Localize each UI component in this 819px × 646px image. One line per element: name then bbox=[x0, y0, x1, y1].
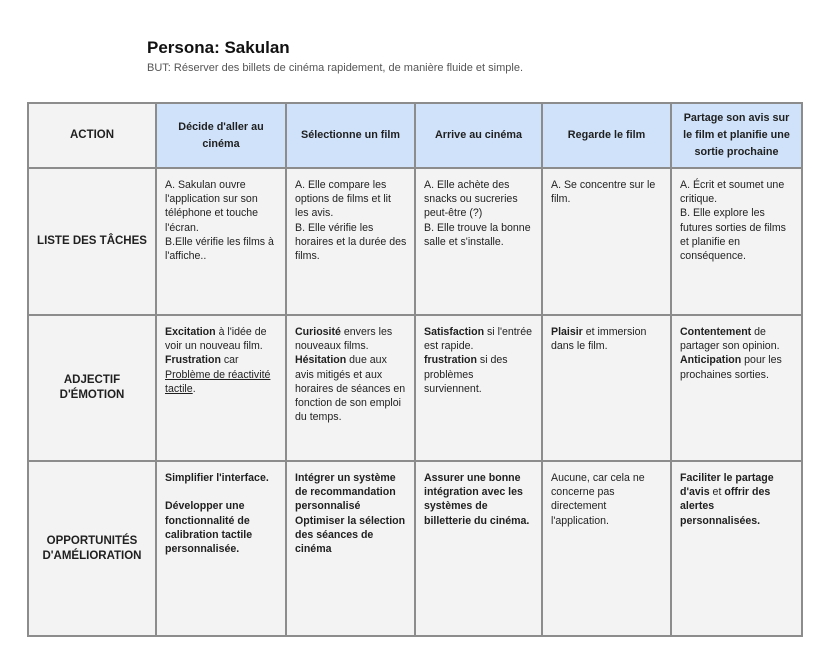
cell-paragraph: Faciliter le partage d'avis et offrir de… bbox=[680, 471, 794, 528]
bold-text: frustration bbox=[424, 354, 477, 367]
bold-text: Curiosité bbox=[295, 326, 341, 338]
column-header: Partage son avis sur le film et planifie… bbox=[670, 102, 803, 169]
cell-text: et bbox=[709, 486, 725, 499]
cell-paragraph: A. Elle compare les options de films et … bbox=[295, 178, 407, 221]
table-row-tasks: LISTE DES TÂCHES A. Sakulan ouvre l'appl… bbox=[27, 167, 803, 316]
table-cell: Excitation à l'idée de voir un nouveau f… bbox=[155, 314, 287, 462]
cell-paragraph: A. Écrit et soumet une critique. bbox=[680, 178, 794, 206]
bold-text: offrir des alertes personnalisées. bbox=[680, 486, 771, 527]
cell-paragraph: B. Elle trouve la bonne salle et s'insta… bbox=[424, 221, 534, 249]
row-header: OPPORTUNITÉS D'AMÉLIORATION bbox=[27, 460, 157, 637]
row-header: LISTE DES TÂCHES bbox=[27, 167, 157, 316]
table-row-emotions: ADJECTIF D'ÉMOTION Excitation à l'idée d… bbox=[27, 314, 803, 462]
cell-text: envers les nouveaux films. bbox=[295, 326, 393, 353]
cell-paragraph: Excitation à l'idée de voir un nouveau f… bbox=[165, 325, 278, 353]
column-header: Décide d'aller au cinéma bbox=[155, 102, 287, 169]
cell-text: A. Elle achète des snacks ou sucreries p… bbox=[424, 179, 518, 220]
cell-paragraph: Développer une fonctionnalité de calibra… bbox=[165, 499, 278, 556]
cell-paragraph: B. Elle vérifie les horaires et la durée… bbox=[295, 221, 407, 264]
cell-text: due aux avis mitigés et aux horaires de … bbox=[295, 354, 406, 424]
bold-text: Excitation bbox=[165, 326, 216, 338]
header-row: ACTION Décide d'aller au cinéma Sélectio… bbox=[27, 102, 803, 169]
bold-text: Plaisir bbox=[551, 326, 583, 338]
bold-text: Intégrer un système de recommandation pe… bbox=[295, 472, 396, 513]
cell-text bbox=[165, 486, 168, 498]
row-header: ADJECTIF D'ÉMOTION bbox=[27, 314, 157, 462]
cell-paragraph: Optimiser la sélection des séances de ci… bbox=[295, 514, 407, 557]
table-cell: A. Se concentre sur le film. bbox=[541, 167, 672, 316]
cell-paragraph: Frustration car Problème de réactivité t… bbox=[165, 353, 278, 396]
bold-text: Hésitation bbox=[295, 354, 347, 367]
corner-header: ACTION bbox=[27, 102, 157, 169]
bold-text: Faciliter le partage d'avis bbox=[680, 472, 774, 499]
bold-text: Développer une fonctionnalité de calibra… bbox=[165, 500, 253, 556]
page-title: Persona: Sakulan bbox=[147, 38, 290, 57]
cell-text: si des problèmes surviennent. bbox=[424, 354, 508, 395]
cell-paragraph: Aucune, car cela ne concerne pas directe… bbox=[551, 471, 663, 528]
column-header: Sélectionne un film bbox=[285, 102, 416, 169]
table-cell: Aucune, car cela ne concerne pas directe… bbox=[541, 460, 672, 637]
table-cell: A. Écrit et soumet une critique. B. Elle … bbox=[670, 167, 803, 316]
cell-text: B. Elle trouve la bonne salle et s'insta… bbox=[424, 221, 531, 248]
cell-text: A. Écrit et soumet une critique. bbox=[680, 179, 785, 206]
cell-paragraph: Satisfaction si l'entrée est rapide. bbox=[424, 325, 534, 353]
cell-text: B. Elle vérifie les horaires et la durée… bbox=[295, 221, 407, 263]
cell-paragraph: B. Elle explore les futures sorties de f… bbox=[680, 206, 794, 263]
cell-text: B. Elle explore les futures sorties de f… bbox=[680, 207, 786, 263]
cell-paragraph: Curiosité envers les nouveaux films. bbox=[295, 325, 407, 353]
cell-paragraph: B.Elle vérifie les films à l'affiche.. bbox=[165, 235, 278, 263]
table-cell: Contentement de partager son opinion. Ant… bbox=[670, 314, 803, 462]
cell-text: de partager son opinion. bbox=[680, 326, 780, 353]
bold-text: Contentement bbox=[680, 326, 752, 338]
table-cell: Assurer une bonne intégration avec les s… bbox=[414, 460, 543, 637]
cell-paragraph: Simplifier l'interface. bbox=[165, 471, 278, 485]
cell-paragraph: A. Elle achète des snacks ou sucreries p… bbox=[424, 178, 534, 221]
cell-paragraph: frustration si des problèmes surviennent… bbox=[424, 353, 534, 396]
page-subtitle: BUT: Réserver des billets de cinéma rapi… bbox=[147, 62, 524, 74]
column-header: Regarde le film bbox=[541, 102, 672, 169]
cell-text: . bbox=[192, 382, 196, 395]
table-cell: A. Sakulan ouvre l'application sur son t… bbox=[155, 167, 287, 316]
cell-text: à l'idée de voir un nouveau film. bbox=[165, 326, 267, 353]
cell-text: A. Se concentre sur le film. bbox=[551, 179, 656, 206]
bold-text: Assurer une bonne intégration avec les s… bbox=[424, 472, 530, 527]
table-row-opportunities: OPPORTUNITÉS D'AMÉLIORATION Simplifier l… bbox=[27, 460, 803, 637]
table-cell: A. Elle achète des snacks ou sucreries p… bbox=[414, 167, 543, 316]
bold-text: Optimiser la sélection des séances de ci… bbox=[295, 514, 406, 556]
cell-text: A. Sakulan ouvre l'application sur son t… bbox=[165, 179, 259, 234]
cell-paragraph: Hésitation due aux avis mitigés et aux h… bbox=[295, 353, 407, 424]
bold-text: Satisfaction bbox=[424, 326, 485, 338]
table-cell: Curiosité envers les nouveaux films. Hési… bbox=[285, 314, 416, 462]
cell-paragraph: A. Se concentre sur le film. bbox=[551, 178, 663, 206]
table-cell: Faciliter le partage d'avis et offrir de… bbox=[670, 460, 803, 637]
cell-paragraph: Anticipation pour les prochaines sorties… bbox=[680, 353, 794, 381]
table-cell: A. Elle compare les options de films et … bbox=[285, 167, 416, 316]
cell-paragraph: Contentement de partager son opinion. bbox=[680, 325, 794, 353]
bold-text: Frustration bbox=[165, 354, 221, 367]
cell-text: si l'entrée est rapide. bbox=[424, 326, 532, 353]
column-header: Arrive au cinéma bbox=[414, 102, 543, 169]
bold-text: Anticipation bbox=[680, 354, 742, 367]
table-cell: Simplifier l'interface. Développer une f… bbox=[155, 460, 287, 637]
table-cell: Intégrer un système de recommandation pe… bbox=[285, 460, 416, 637]
table-cell: Satisfaction si l'entrée est rapide. frus… bbox=[414, 314, 543, 462]
cell-text: car bbox=[220, 354, 239, 367]
cell-text: pour les prochaines sorties. bbox=[680, 354, 782, 381]
cell-text: Aucune, car cela ne concerne pas directe… bbox=[551, 472, 645, 527]
table-cell: Plaisir et immersion dans le film. bbox=[541, 314, 672, 462]
bold-text: Simplifier l'interface. bbox=[165, 472, 269, 484]
cell-paragraph: A. Sakulan ouvre l'application sur son t… bbox=[165, 178, 278, 235]
journey-map-table: ACTION Décide d'aller au cinéma Sélectio… bbox=[27, 102, 803, 637]
cell-text: B.Elle vérifie les films à l'affiche.. bbox=[165, 235, 274, 263]
underlined-text: Problème de réactivité tactile bbox=[165, 368, 271, 395]
cell-paragraph: Intégrer un système de recommandation pe… bbox=[295, 471, 407, 514]
cell-paragraph: Plaisir et immersion dans le film. bbox=[551, 325, 663, 353]
cell-text: A. Elle compare les options de films et … bbox=[295, 179, 391, 220]
cell-paragraph: Assurer une bonne intégration avec les s… bbox=[424, 471, 534, 528]
cell-text: et immersion dans le film. bbox=[551, 326, 647, 353]
cell-paragraph bbox=[165, 485, 278, 499]
